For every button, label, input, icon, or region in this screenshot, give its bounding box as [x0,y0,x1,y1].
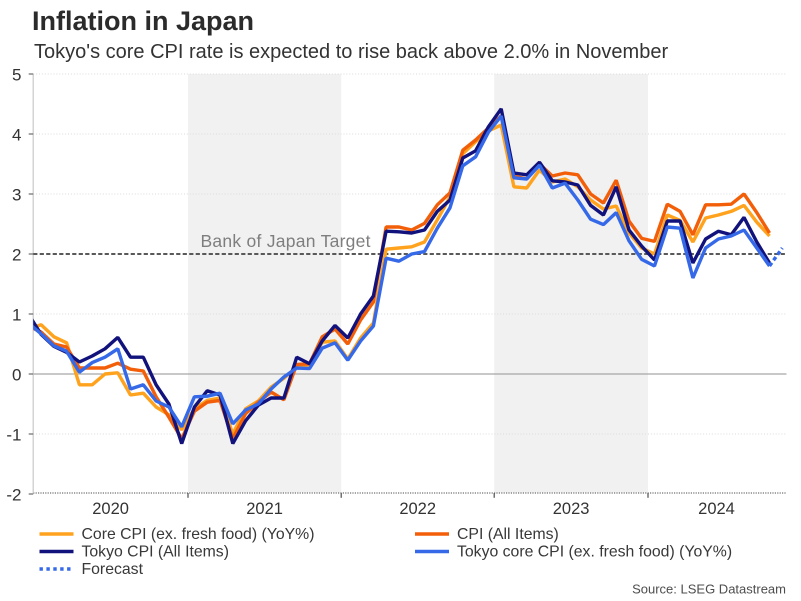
svg-text:Source: LSEG Datastream: Source: LSEG Datastream [632,582,786,597]
svg-text:5: 5 [12,66,21,85]
svg-text:2023: 2023 [553,500,590,518]
svg-text:3: 3 [12,186,21,205]
svg-text:2024: 2024 [698,500,735,518]
svg-text:-1: -1 [6,426,21,445]
svg-text:Forecast: Forecast [82,561,144,578]
svg-text:Tokyo core CPI (ex. fresh food: Tokyo core CPI (ex. fresh food) (YoY%) [457,544,732,561]
svg-text:2020: 2020 [92,500,129,518]
svg-text:2022: 2022 [399,500,436,518]
svg-text:2: 2 [12,246,21,265]
svg-text:Core CPI (ex. fresh food) (YoY: Core CPI (ex. fresh food) (YoY%) [82,526,315,543]
svg-text:-2: -2 [6,486,21,505]
svg-text:CPI (All Items): CPI (All Items) [457,526,559,543]
svg-text:4: 4 [12,126,21,145]
svg-text:1: 1 [12,306,21,325]
svg-text:2021: 2021 [246,500,283,518]
svg-text:0: 0 [12,366,21,385]
svg-text:Tokyo CPI (All Items): Tokyo CPI (All Items) [82,544,229,561]
svg-text:Bank of Japan Target: Bank of Japan Target [201,231,371,251]
